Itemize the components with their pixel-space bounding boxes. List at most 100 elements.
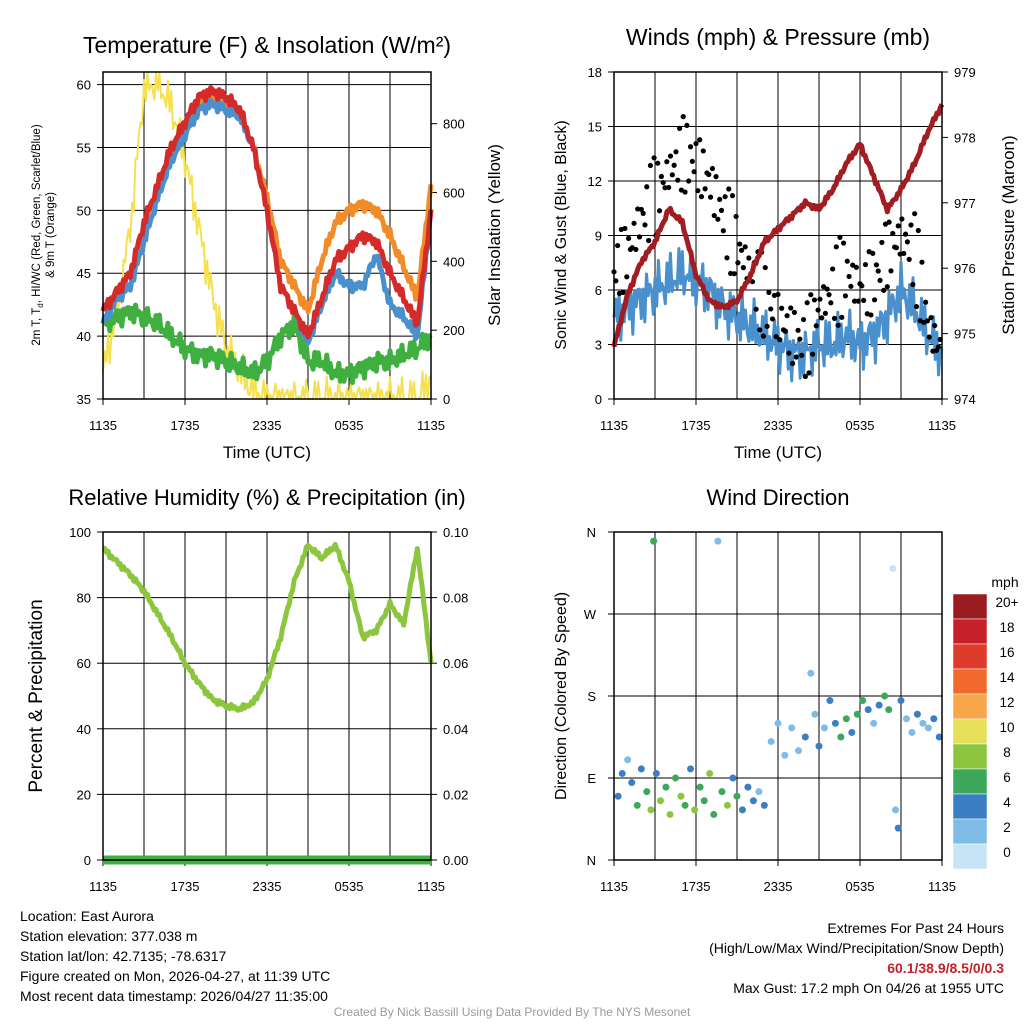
direction-point	[885, 706, 893, 714]
direction-point	[889, 564, 897, 572]
colorbar-swatch	[952, 618, 988, 645]
winds-gust-point	[666, 184, 672, 191]
temperature-xtick-label: 0535	[335, 418, 364, 433]
winds-gust-point	[841, 240, 847, 246]
winds-gust-point	[912, 211, 918, 217]
temperature-xtick-label: 1735	[171, 418, 200, 433]
colorbar-label: 6	[1003, 770, 1011, 785]
direction-point	[801, 733, 809, 741]
temperature-title: Temperature (F) & Insolation (W/m²)	[83, 32, 451, 58]
winds-gust-point	[884, 284, 890, 290]
winds-gust-point	[697, 137, 703, 143]
winds-gust-point	[673, 149, 679, 155]
winds-gust-point	[881, 287, 887, 293]
humidity-title: Relative Humidity (%) & Precipitation (i…	[68, 485, 465, 510]
winds-gust-point	[793, 354, 799, 360]
direction-point	[643, 788, 651, 796]
temperature-y2tick-label: 800	[443, 117, 465, 132]
winds-gust-point	[709, 165, 716, 172]
winds-gust-point	[684, 122, 690, 128]
direction-point	[848, 728, 856, 736]
winds-gust-point	[870, 250, 876, 256]
temperature-ylabel-left: 2m T, Td, HI/WC (Red, Green, Scarlet/Blu…	[31, 124, 45, 345]
winds-gust-point	[813, 323, 819, 329]
direction-point	[662, 783, 670, 791]
winds-gust-point	[740, 265, 746, 271]
winds-gust-point	[806, 370, 812, 376]
winds-gust-point	[923, 299, 929, 305]
direction-point	[656, 797, 664, 805]
winds-ytick-label: 15	[588, 120, 602, 135]
direction-ytick-label: S	[587, 689, 596, 704]
direction-point	[902, 715, 910, 723]
direction-point	[864, 706, 872, 714]
direction-point	[935, 733, 943, 741]
direction-point	[637, 765, 645, 773]
direction-point	[710, 810, 718, 818]
winds-gust-point	[895, 223, 901, 229]
direction-point	[811, 710, 819, 718]
credit-text: Created By Nick Bassill Using Data Provi…	[333, 1005, 691, 1019]
humidity-y2tick-label: 0.00	[443, 853, 468, 868]
winds-gust-point	[667, 153, 674, 159]
winds-gust-point	[686, 178, 692, 184]
winds-gust-point	[646, 237, 652, 244]
humidity-y2tick-label: 0.04	[443, 722, 468, 737]
winds-xlabel: Time (UTC)	[734, 443, 822, 462]
winds-gust-point	[859, 283, 865, 289]
direction-point	[628, 779, 636, 787]
winds-gust-point	[707, 194, 714, 200]
humidity-xtick-label: 1135	[89, 879, 117, 894]
winds-gust-point	[753, 306, 759, 312]
winds-gust-point	[700, 148, 706, 154]
winds-gust-point	[826, 292, 832, 298]
colorbar-label: 4	[1003, 795, 1011, 810]
winds-y2tick-label: 978	[954, 130, 976, 145]
direction-point	[894, 824, 902, 832]
winds-gust-point	[722, 194, 728, 200]
winds-gust-point	[831, 315, 838, 321]
temperature-line-2m-t	[100, 85, 434, 340]
direction-point	[652, 769, 660, 777]
direction-ytick-label: N	[587, 525, 596, 540]
colorbar-swatch	[952, 718, 988, 745]
direction-point	[706, 769, 714, 777]
winds-gust-point	[671, 162, 677, 168]
winds-gust-point	[853, 264, 859, 270]
direction-point	[897, 697, 905, 705]
winds-xtick-label: 1135	[928, 418, 956, 433]
humidity-ylabel-left: Percent & Precipitation	[26, 599, 47, 792]
winds-gust-point	[782, 328, 788, 334]
humidity-y2tick-label: 0.02	[443, 787, 468, 802]
humidity-plot-border	[102, 531, 432, 861]
temperature-xlabel: Time (UTC)	[223, 443, 311, 462]
winds-gust-point	[625, 235, 632, 241]
colorbar-title: mph	[991, 574, 1018, 590]
colorbar-swatch	[952, 768, 988, 795]
colorbar-swatch	[952, 743, 988, 770]
direction-xtick-label: 1135	[600, 879, 628, 894]
direction-xtick-label: 2335	[764, 879, 793, 894]
meteogram-figure: Temperature (F) & Insolation (W/m²) 2m T…	[26, 24, 1019, 894]
extremes-subheader: (High/Low/Max Wind/Precipitation/Snow De…	[709, 940, 1004, 956]
colorbar-label: 2	[1003, 820, 1011, 835]
temperature-ytick-label: 35	[77, 392, 91, 407]
winds-xtick-label: 1135	[600, 418, 628, 433]
winds-gust-point	[669, 172, 675, 178]
extremes-values: 60.1/38.9/8.5/0/0.3	[887, 960, 1004, 976]
temperature-ytick-label: 55	[77, 140, 91, 155]
winds-gust-point	[802, 373, 808, 380]
direction-point	[853, 710, 861, 718]
winds-gust-point	[899, 216, 905, 222]
winds-gust-point	[733, 213, 739, 220]
direction-point	[924, 724, 932, 732]
humidity-y2tick-label: 0.06	[443, 656, 468, 671]
winds-gust-point	[810, 351, 816, 357]
winds-gust-point	[656, 208, 663, 214]
winds-gust-point	[842, 293, 849, 299]
direction-point	[744, 783, 752, 791]
colorbar-swatch	[952, 818, 988, 845]
direction-point	[774, 719, 782, 727]
winds-y2tick-label: 974	[954, 392, 976, 407]
direction-xtick-label: 0535	[846, 879, 875, 894]
